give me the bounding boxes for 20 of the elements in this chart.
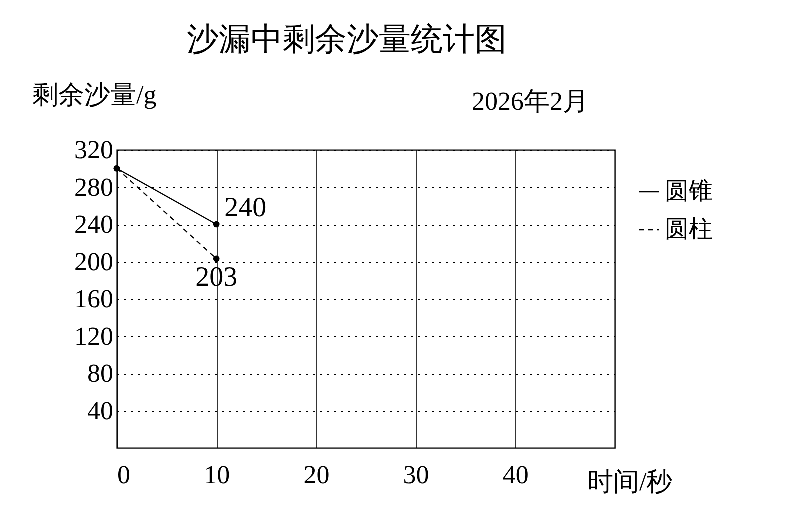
x-axis-title: 时间/秒 [588,468,673,496]
y-tick-label: 320 [74,136,114,164]
y-tick-label: 80 [88,359,114,388]
legend-label: 圆柱 [665,217,713,243]
x-tick-label: 10 [204,460,230,490]
y-tick-label: 40 [88,396,114,426]
y-tick-label: 280 [74,172,114,202]
x-tick-label: 30 [403,460,430,490]
x-tick-label: 20 [304,460,330,490]
data-label: 240 [224,192,267,224]
y-tick-label: 120 [74,322,114,351]
x-tick-label: 0 [118,460,130,490]
y-axis-title: 剩余沙量/g [32,80,157,110]
x-tick-label: 40 [502,460,529,490]
text: 2026年2月 [472,87,589,116]
y-tick-label: 160 [74,284,114,314]
chart-title: 沙漏中剩余沙量统计图 [187,21,507,57]
y-tick-label: 200 [74,247,114,276]
legend-label: 圆锥 [665,179,713,205]
y-tick-label: 240 [74,210,114,239]
